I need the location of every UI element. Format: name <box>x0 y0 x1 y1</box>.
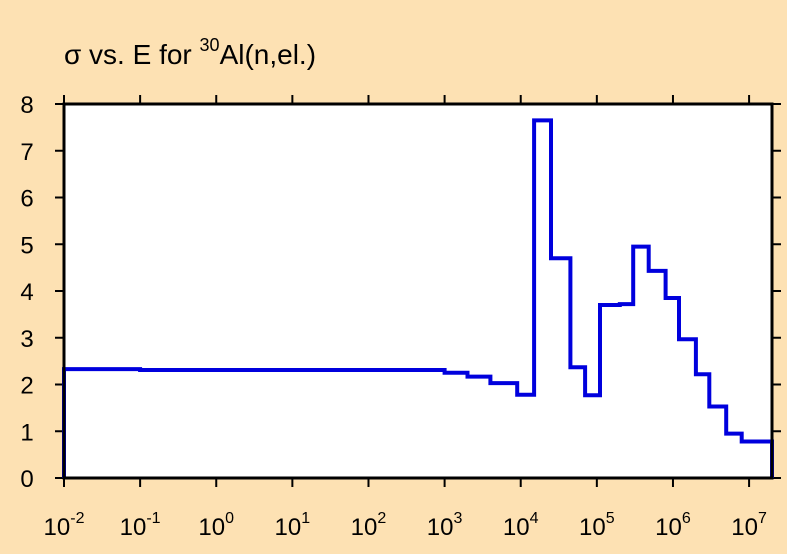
x-tick-label: 105 <box>579 510 615 541</box>
title-symbol: σ <box>64 39 81 70</box>
x-tick-label: 100 <box>198 510 234 541</box>
y-tick-label: 4 <box>20 279 33 306</box>
y-tick-label: 2 <box>20 373 33 400</box>
title-superscript: 30 <box>200 35 220 55</box>
plot-frame <box>62 102 774 480</box>
x-tick-label: 106 <box>655 510 691 541</box>
y-tick-label: 6 <box>20 186 33 213</box>
title-pre: vs. E for <box>81 39 199 70</box>
x-tick-label: 104 <box>503 510 539 541</box>
series-line <box>62 118 774 478</box>
x-tick-label: 102 <box>351 510 387 541</box>
x-tick-label: 10-2 <box>44 510 85 541</box>
x-tick-label: 10-1 <box>120 510 161 541</box>
plot-area <box>64 104 772 478</box>
chart-title: σ vs. E for 30Al(n,el.) <box>64 35 316 70</box>
y-tick-label: 1 <box>20 419 33 446</box>
title-post: Al(n,el.) <box>220 39 316 70</box>
x-tick-label: 103 <box>427 510 463 541</box>
y-tick-label: 5 <box>20 232 33 259</box>
x-tick-label: 101 <box>275 510 311 541</box>
y-tick-label: 8 <box>20 92 33 119</box>
x-tick-label: 107 <box>731 510 767 541</box>
chart-marks: 0 1 2 3 4 5 6 7 8 10-2 10-1 100 101 102 103 104 105 106 10… <box>20 92 781 541</box>
y-tick-label: 0 <box>20 466 33 493</box>
y-tick-label: 7 <box>20 139 33 166</box>
y-tick-label: 3 <box>20 326 33 353</box>
